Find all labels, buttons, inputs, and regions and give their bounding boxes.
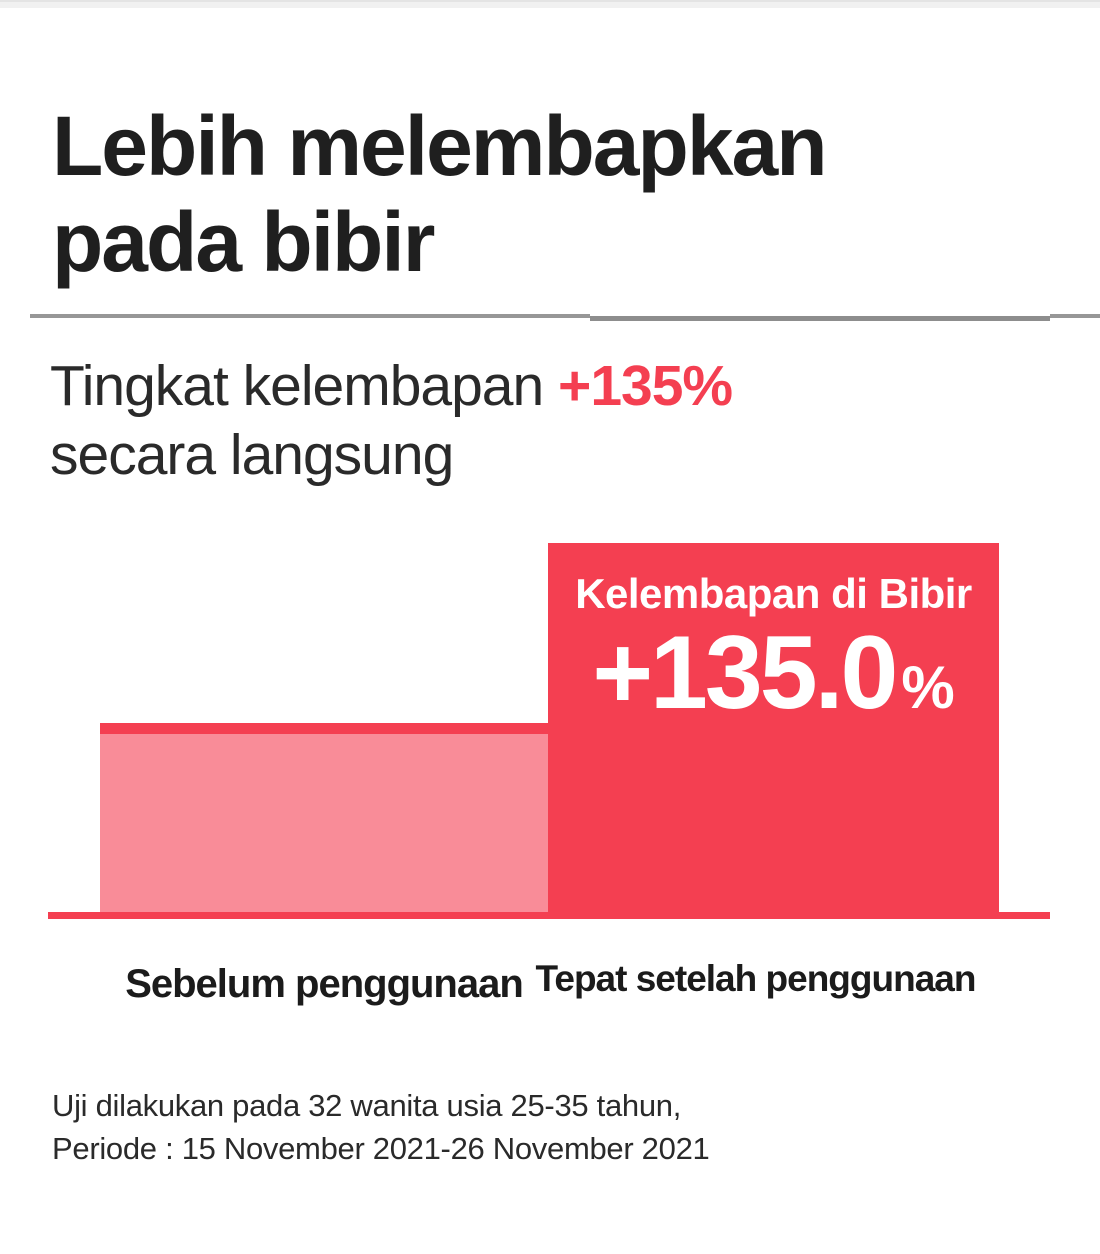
subtitle-highlight-percent: +135% xyxy=(558,354,733,418)
page-title-line2: pada bibir xyxy=(52,195,435,289)
callout-label: Kelembapan di Bibir xyxy=(575,570,972,617)
divider-line-edge xyxy=(1050,314,1100,318)
chart-subtitle: Tingkat kelembapan +135% secara langsung xyxy=(50,352,733,490)
bar-label-before: Sebelum penggunaan xyxy=(125,962,524,1006)
callout-percent-sign: % xyxy=(901,654,955,721)
study-footnote-line2: Periode : 15 November 2021-26 November 2… xyxy=(52,1131,710,1166)
bar-label-after: Tepat setelah penggunaan xyxy=(535,958,977,999)
bar-before-usage xyxy=(100,723,548,913)
bar-after-usage: Kelembapan di Bibir +135.0 % xyxy=(548,543,999,919)
study-footnote: Uji dilakukan pada 32 wanita usia 25-35 … xyxy=(52,1084,710,1170)
page-title-line1: Lebih melembapkan xyxy=(52,99,828,193)
chart-subtitle-line1: Tingkat kelembapan +135% xyxy=(50,352,733,421)
chart-baseline xyxy=(48,912,1050,919)
callout-value: +135.0 xyxy=(592,615,898,731)
divider-line-left xyxy=(30,314,590,318)
callout-value-row: +135.0 % xyxy=(592,619,954,727)
subtitle-prefix: Tingkat kelembapan xyxy=(50,354,559,418)
study-footnote-line1: Uji dilakukan pada 32 wanita usia 25-35 … xyxy=(52,1088,682,1123)
divider-line-right xyxy=(590,316,1050,321)
page-title: Lebih melembapkan pada bibir xyxy=(52,98,828,290)
top-edge-strip xyxy=(0,0,1100,8)
chart-subtitle-line2: secara langsung xyxy=(50,423,454,487)
